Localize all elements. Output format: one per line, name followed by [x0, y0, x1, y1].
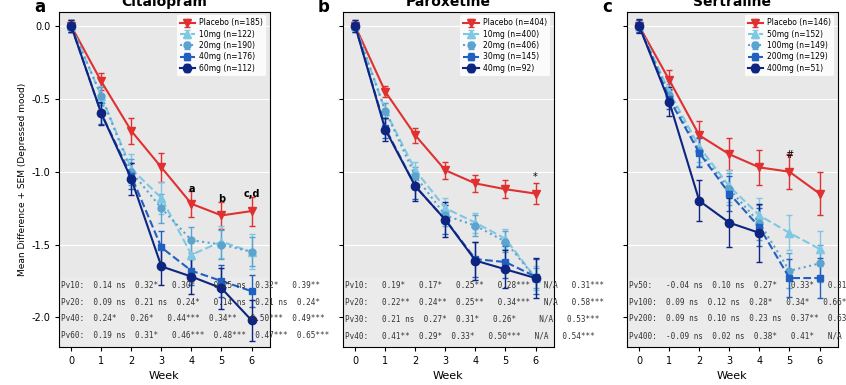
Text: Pv400:  -0.09 ns  0.02 ns  0.38*   0.41*   N/A      N/A: Pv400: -0.09 ns 0.02 ns 0.38* 0.41* N/A …: [629, 331, 846, 340]
Title: Sertraline: Sertraline: [694, 0, 772, 9]
Text: Pv40:  0.24*   0.26*   0.44***  0.34**   0.50***  0.49***: Pv40: 0.24* 0.26* 0.44*** 0.34** 0.50***…: [61, 315, 324, 323]
Y-axis label: Mean Difference + SEM (Depressed mood): Mean Difference + SEM (Depressed mood): [18, 82, 27, 276]
Text: Pv40:   0.41**  0.29*  0.33*   0.50***   N/A   0.54***: Pv40: 0.41** 0.29* 0.33* 0.50*** N/A 0.5…: [344, 331, 595, 340]
Bar: [627, 276, 838, 346]
Text: a: a: [34, 0, 45, 16]
Text: Pv200:  0.09 ns  0.10 ns  0.23 ns  0.37**  0.63***  0.46*: Pv200: 0.09 ns 0.10 ns 0.23 ns 0.37** 0.…: [629, 315, 846, 323]
Text: Pv60:  0.19 ns  0.31*   0.46***  0.48***  0.47***  0.65***: Pv60: 0.19 ns 0.31* 0.46*** 0.48*** 0.47…: [61, 331, 329, 340]
Legend: Placebo (n=185), 10mg (n=122), 20mg (n=190), 40mg (n=176), 60mg (n=112): Placebo (n=185), 10mg (n=122), 20mg (n=1…: [177, 15, 266, 75]
Text: Pv100:  0.09 ns  0.12 ns  0.28*   0.34*   0.66***  0.49**: Pv100: 0.09 ns 0.12 ns 0.28* 0.34* 0.66*…: [629, 298, 846, 307]
Legend: Placebo (n=146), 50mg (n=152), 100mg (n=149), 200mg (n=129), 400mg (n=51): Placebo (n=146), 50mg (n=152), 100mg (n=…: [744, 15, 833, 75]
Text: Pv10:   0.19*   0.17*   0.25**   0.28***   N/A   0.31***: Pv10: 0.19* 0.17* 0.25** 0.28*** N/A 0.3…: [344, 281, 604, 290]
Title: Citalopram: Citalopram: [122, 0, 207, 9]
Bar: [59, 276, 270, 346]
Bar: [343, 276, 553, 346]
Text: c: c: [602, 0, 612, 16]
Text: Pv20:   0.22**  0.24**  0.25**   0.34***   N/A   0.58***: Pv20: 0.22** 0.24** 0.25** 0.34*** N/A 0…: [344, 298, 604, 307]
Text: *: *: [533, 172, 538, 182]
X-axis label: Week: Week: [149, 371, 179, 381]
Text: c,d: c,d: [244, 189, 260, 199]
Text: b: b: [318, 0, 330, 16]
Text: Pv10:  0.14 ns  0.32*   0.30*    0.25 ns  0.32*   0.39**: Pv10: 0.14 ns 0.32* 0.30* 0.25 ns 0.32* …: [61, 281, 320, 290]
Text: a: a: [188, 184, 195, 194]
Text: Pv20:  0.09 ns  0.21 ns  0.24*   0.14 ns  0.21 ns  0.24*: Pv20: 0.09 ns 0.21 ns 0.24* 0.14 ns 0.21…: [61, 298, 320, 307]
Title: Paroxetine: Paroxetine: [406, 0, 491, 9]
Text: Pv50:   -0.04 ns  0.10 ns  0.27*   0.33*   0.31 ns  0.26 ns: Pv50: -0.04 ns 0.10 ns 0.27* 0.33* 0.31 …: [629, 281, 846, 290]
X-axis label: Week: Week: [717, 371, 748, 381]
Text: #: #: [785, 150, 794, 160]
Text: Pv30:   0.21 ns  0.27*  0.31*   0.26*     N/A   0.53***: Pv30: 0.21 ns 0.27* 0.31* 0.26* N/A 0.53…: [344, 315, 599, 323]
X-axis label: Week: Week: [433, 371, 464, 381]
Text: b: b: [218, 194, 225, 204]
Legend: Placebo (n=404), 10mg (n=400), 20mg (n=406), 30mg (n=145), 40mg (n=92): Placebo (n=404), 10mg (n=400), 20mg (n=4…: [460, 15, 550, 75]
